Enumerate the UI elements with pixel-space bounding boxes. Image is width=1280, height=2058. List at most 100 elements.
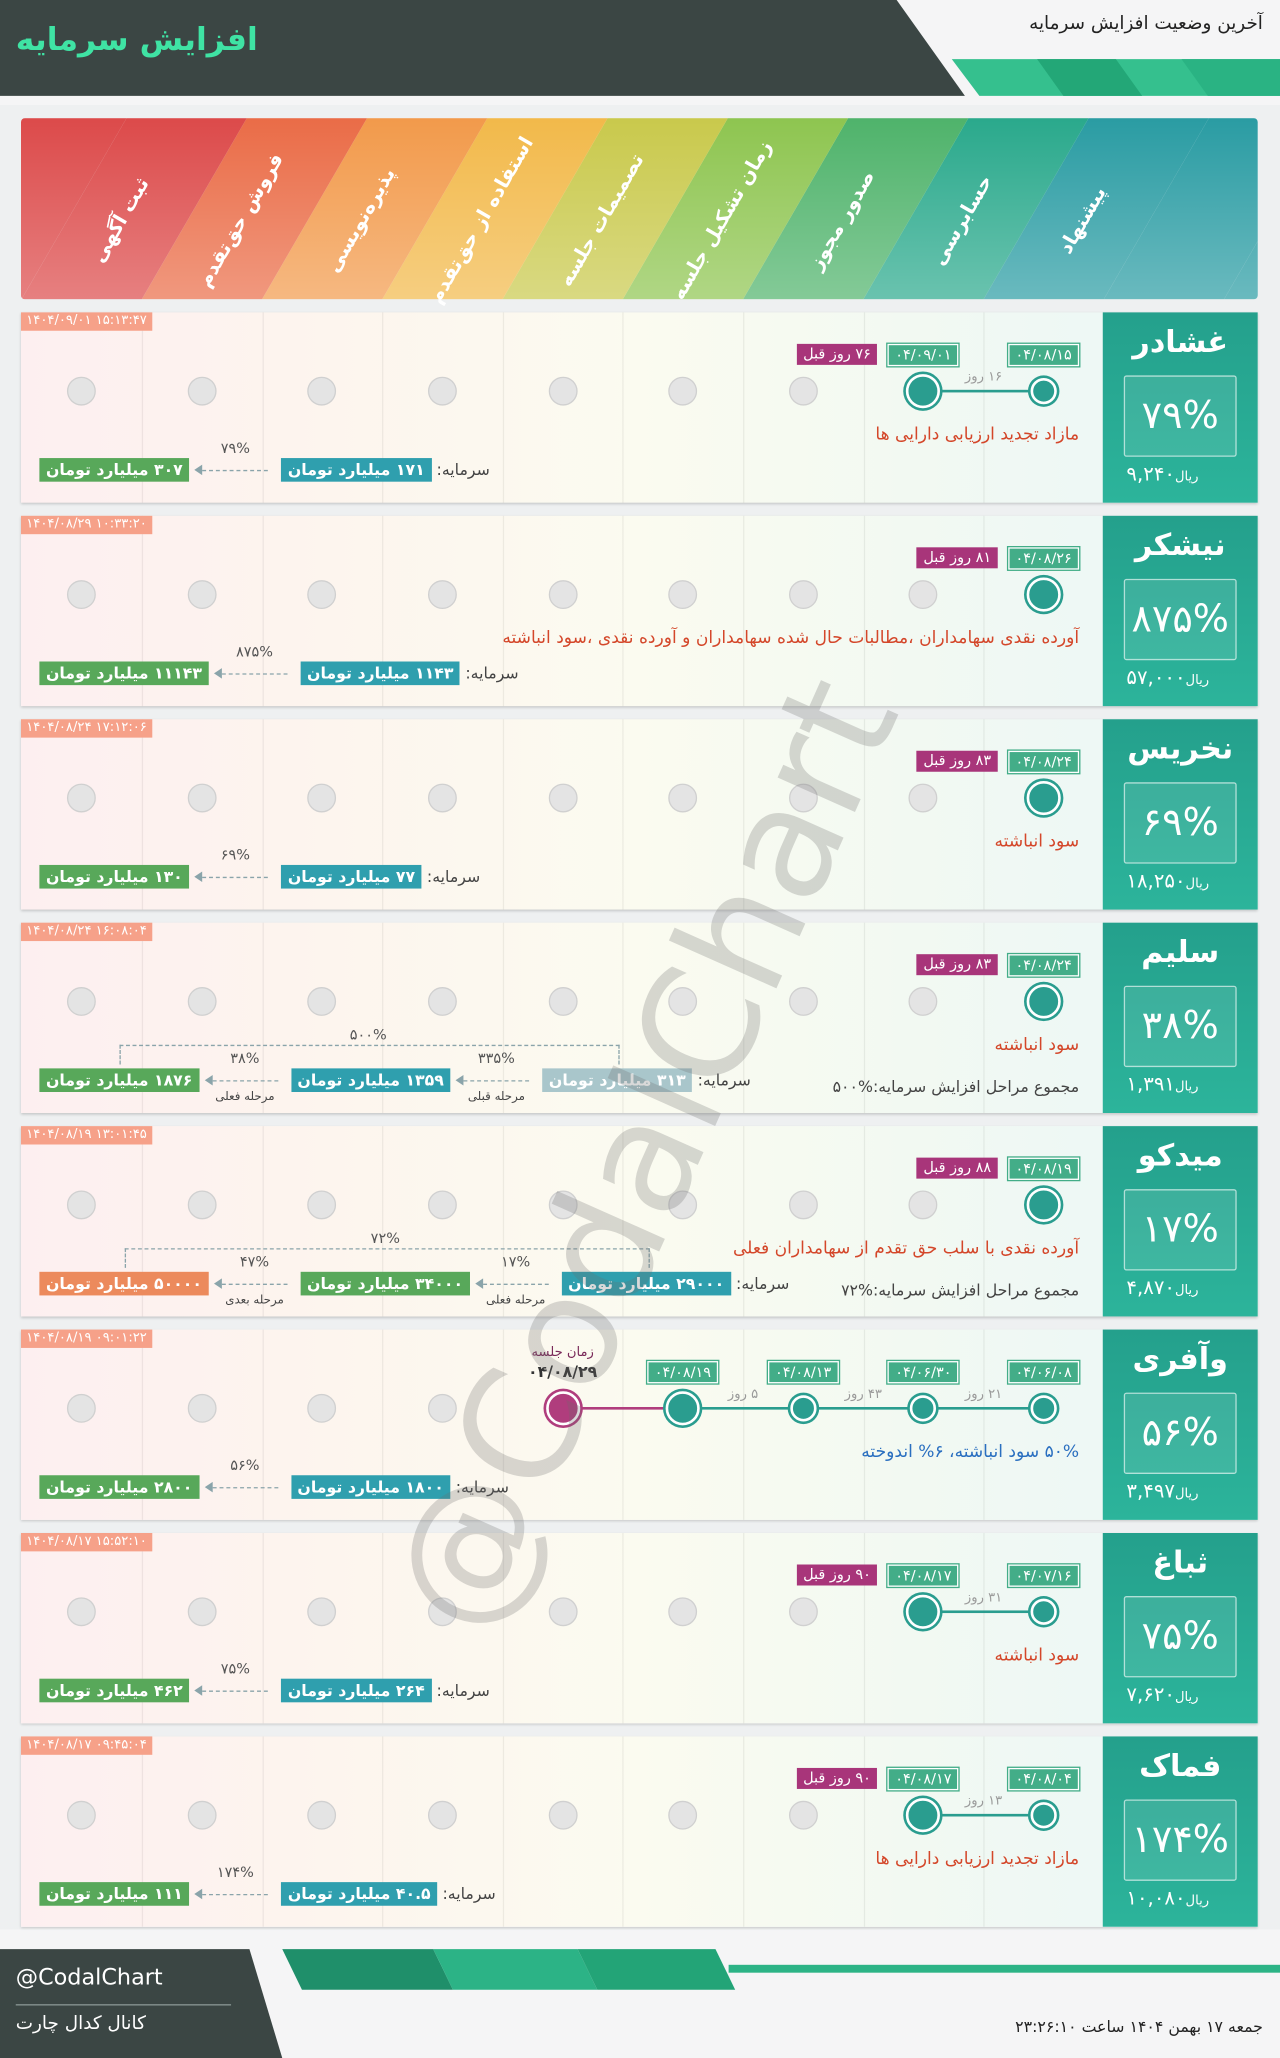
- symbol: وآفری: [1132, 1342, 1228, 1377]
- stage-circle: [908, 580, 938, 609]
- column-divider: [743, 1329, 745, 1520]
- stage-circle: [548, 1597, 578, 1627]
- column-divider: [743, 1126, 745, 1317]
- footer-decor: [0, 1929, 1280, 2058]
- total-percent: ۵۰۰%: [349, 1026, 387, 1044]
- date-box: ۰۴/۰۸/۱۷: [887, 1767, 959, 1791]
- date-box: ۰۴/۰۶/۳۰: [887, 1361, 959, 1384]
- column-divider: [141, 515, 144, 707]
- column-divider: [502, 1126, 504, 1317]
- price: ۴,۸۷۰ ریال: [1126, 1276, 1199, 1300]
- price-unit: ریال: [1174, 1080, 1199, 1095]
- capital-label: سرمایه:: [697, 1071, 751, 1090]
- stage-circle: [668, 1597, 698, 1627]
- price: ۱۸,۲۵۰ ریال: [1126, 869, 1210, 893]
- stage-circle: [548, 987, 578, 1016]
- header-dark: [0, 0, 965, 96]
- amount-box: ۱۱۱ میلیارد تومان: [39, 1882, 190, 1906]
- percent-box: ۸۷۵%: [1123, 578, 1237, 661]
- column-divider: [262, 719, 264, 910]
- column-divider: [502, 922, 504, 1113]
- timeline-dot: [1026, 577, 1061, 612]
- amount-box: ۲۶۴ میلیارد تومان: [281, 1678, 432, 1703]
- column-divider: [141, 1329, 144, 1520]
- price: ۷,۶۲۰ ریال: [1126, 1683, 1199, 1707]
- step-percent: ۳۸%: [230, 1050, 260, 1068]
- column-divider: [622, 1329, 625, 1520]
- ago-box: ۷۶ روز قبل: [796, 343, 878, 365]
- gap-label: ۳۱ روز: [964, 1590, 1003, 1606]
- timestamp: ۱۴۰۴/۰۸/۱۷ ۱۵:۵۲:۱۰: [21, 1533, 153, 1552]
- stage-circle: [67, 1393, 97, 1423]
- column-divider: [141, 1736, 144, 1927]
- timeline-line: [923, 389, 1044, 393]
- price-value: ۹,۲۴۰: [1126, 462, 1175, 486]
- step-arrow: [213, 668, 288, 679]
- date-box: ۰۴/۰۸/۲۴: [1008, 750, 1080, 774]
- step-note: مرحله قبلی: [467, 1090, 525, 1104]
- timeline-dot: [906, 1594, 941, 1629]
- step-percent: ۶۹%: [220, 846, 250, 864]
- column-divider: [382, 719, 384, 910]
- timestamp: ۱۴۰۴/۰۸/۲۴ ۱۷:۱۲:۰۶: [21, 719, 153, 738]
- header-decor: [0, 0, 1280, 105]
- row-card: ۱۴۰۴/۰۸/۲۴ ۱۷:۱۲:۰۶ نخریس ۶۹% ۱۸,۲۵۰ ریال ۰۴/…: [21, 719, 1258, 910]
- amount-box: ۱۳۰ میلیارد تومان: [39, 864, 190, 889]
- symbol: میدکو: [1137, 1139, 1223, 1174]
- stage-circle: [307, 1800, 337, 1830]
- gap-label: ۵ روز: [727, 1387, 759, 1402]
- column-divider: [262, 1126, 264, 1317]
- column-divider: [983, 1736, 985, 1927]
- description: سود انباشته: [994, 1035, 1080, 1056]
- price-unit: ریال: [1174, 469, 1199, 485]
- price: ۱۰,۰۸۰ ریال: [1126, 1886, 1210, 1910]
- column-divider: [983, 515, 985, 707]
- gap-label: ۲۱ روز: [964, 1387, 1003, 1402]
- column-divider: [983, 1126, 985, 1317]
- amount-box: ۱۳۵۹ میلیارد تومان: [290, 1068, 451, 1092]
- step-arrow: [194, 1685, 269, 1696]
- date-box: ۰۴/۰۸/۰۴: [1008, 1767, 1080, 1791]
- amount-box: ۳۱۳ میلیارد تومان: [542, 1068, 693, 1092]
- column-divider: [262, 1329, 264, 1520]
- price: ۳,۴۹۷ ریال: [1126, 1479, 1199, 1503]
- step-note: مرحله فعلی: [486, 1294, 546, 1308]
- stage-circle: [307, 987, 337, 1016]
- column-divider: [141, 312, 144, 503]
- price-unit: ریال: [1174, 1283, 1199, 1299]
- symbol-panel: میدکو ۱۷% ۴,۸۷۰ ریال: [1102, 1126, 1258, 1317]
- capital-chain: سرمایه: ۴۰.۵ میلیارد تومان ۱۷۴% ۱۱۱ میلیارد…: [39, 1864, 496, 1907]
- amount-box: ۲۹۰۰۰ میلیارد تومان: [561, 1271, 731, 1296]
- row-card: ۱۴۰۴/۰۹/۰۱ ۱۵:۱۳:۴۷ غشادر ۷۹% ۹,۲۴۰ ریال ۰۴/۰…: [21, 312, 1258, 503]
- price: ۱,۳۹۱ ریال: [1126, 1072, 1199, 1096]
- column-divider: [743, 719, 745, 910]
- row-card: ۱۴۰۴/۰۸/۱۹ ۰۹:۰۱:۲۲ وآفری ۵۶% ۳,۴۹۷ ریال ۰۴/۰…: [21, 1329, 1258, 1520]
- symbol: فماک: [1139, 1749, 1222, 1784]
- stage-circle: [668, 783, 698, 813]
- percent: ۶۹%: [1141, 799, 1219, 844]
- step-arrow: [194, 464, 269, 476]
- footer-stripe: [577, 1949, 736, 1990]
- symbol-panel: سلیم ۳۸% ۱,۳۹۱ ریال: [1102, 922, 1258, 1113]
- column-divider: [382, 1126, 384, 1317]
- stage-circle: [548, 1800, 578, 1830]
- date-box: ۰۴/۰۸/۲۴: [1008, 954, 1080, 977]
- symbol-panel: نخریس ۶۹% ۱۸,۲۵۰ ریال: [1102, 719, 1258, 910]
- amount-box: ۴۶۲ میلیارد تومان: [39, 1678, 190, 1703]
- timeline-dot: [906, 1798, 941, 1833]
- stage-circle: [427, 783, 457, 813]
- stage-circle: [187, 1597, 217, 1627]
- stage-circle: [307, 1597, 337, 1627]
- gap-label: ۱۳ روز: [964, 1794, 1003, 1809]
- step-arrow: [194, 1888, 269, 1900]
- stage-circle: [307, 376, 337, 406]
- capital-total: مجموع مراحل افزایش سرمایه:%۵۰۰: [832, 1077, 1080, 1096]
- stage-stripes: [21, 118, 1258, 300]
- stage-circle: [307, 580, 337, 609]
- stage-circle: [668, 580, 698, 609]
- step-percent: ۴۷%: [239, 1253, 270, 1271]
- column-divider: [502, 312, 504, 503]
- stage-circle: [307, 783, 337, 813]
- date-box: ۰۴/۰۸/۲۶: [1008, 547, 1080, 570]
